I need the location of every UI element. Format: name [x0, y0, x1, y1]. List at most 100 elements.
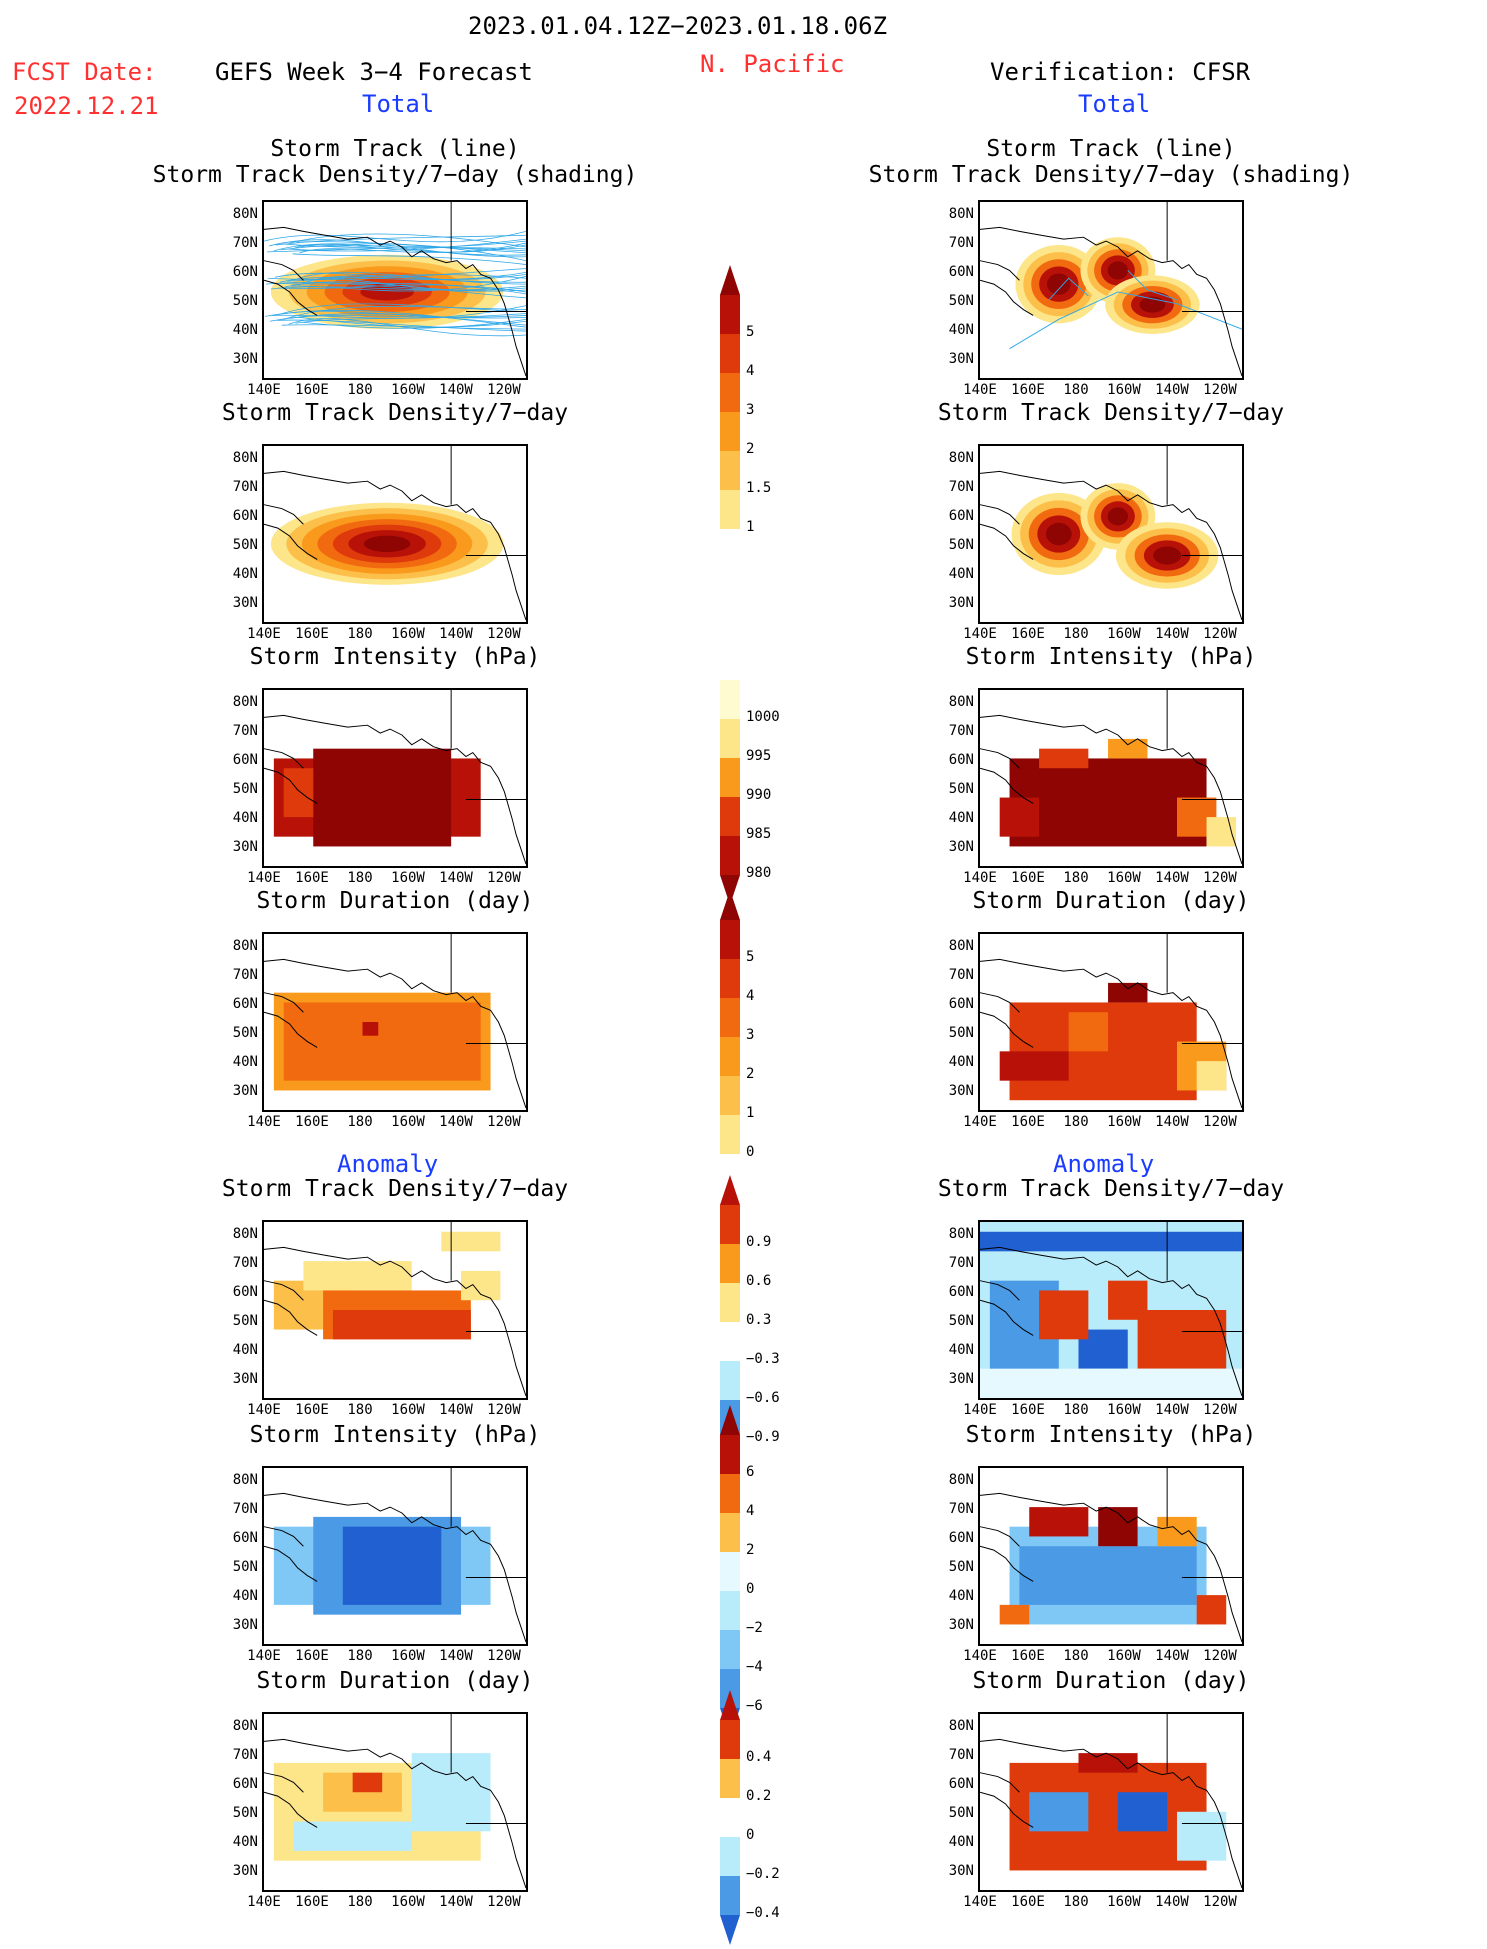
- map-plot: [980, 446, 1242, 621]
- map-plot: [264, 934, 526, 1109]
- storm-track-line: [273, 243, 526, 256]
- grid-cell: [1196, 1061, 1227, 1091]
- map-panel: [978, 1712, 1244, 1892]
- lon-tick-label: 140W: [439, 382, 473, 398]
- coastline: [264, 1526, 304, 1547]
- lat-tick-label: 60N: [948, 1530, 974, 1546]
- map-panel: [978, 688, 1244, 868]
- lon-tick-label: 140W: [439, 870, 473, 886]
- grid-cell: [1009, 758, 1207, 847]
- colorbar-label: 0: [746, 1581, 755, 1597]
- verification-title: Verification: CFSR: [990, 58, 1251, 86]
- lat-tick-label: 80N: [232, 1226, 258, 1242]
- lon-tick-label: 120W: [487, 1648, 521, 1664]
- lat-tick-label: 70N: [948, 1501, 974, 1517]
- storm-track-line: [288, 318, 526, 337]
- lon-tick-label: 160E: [295, 1894, 329, 1910]
- colorbar-arrow-top: [720, 650, 740, 680]
- colorbar-swatch: [720, 998, 740, 1037]
- colorbar-label: 0: [746, 1144, 755, 1160]
- lat-tick-label: 70N: [232, 967, 258, 983]
- panel-title: Storm Track Density/7−day (shading): [152, 162, 638, 188]
- lat-tick-label: 30N: [948, 1863, 974, 1879]
- coastline: [264, 1545, 318, 1582]
- colorbar-label: 4: [746, 988, 755, 1004]
- left-anomaly-label: Anomaly: [337, 1150, 439, 1178]
- lat-tick-label: 60N: [232, 1530, 258, 1546]
- grid-cell: [313, 748, 452, 847]
- lon-tick-label: 120W: [487, 626, 521, 642]
- colorbar-swatch: [720, 1435, 740, 1474]
- colorbar-swatch: [720, 334, 740, 373]
- coastline: [264, 523, 318, 560]
- lon-tick-label: 140E: [963, 1894, 997, 1910]
- lat-tick-label: 30N: [232, 595, 258, 611]
- lat-tick-label: 60N: [232, 996, 258, 1012]
- lon-tick-label: 160E: [1011, 626, 1045, 642]
- colorbar-swatch: [720, 680, 740, 719]
- storm-track-line: [281, 324, 526, 330]
- map-plot: [264, 1222, 526, 1397]
- storm-track-line: [278, 303, 526, 315]
- storm-track-line: [302, 318, 526, 329]
- map-panel: [262, 688, 528, 868]
- colorbar-label: 2: [746, 1542, 755, 1558]
- lon-tick-label: 140W: [1155, 870, 1189, 886]
- colorbar-label: 0.3: [746, 1312, 772, 1328]
- storm-track-line: [284, 281, 526, 299]
- lon-tick-label: 160W: [1107, 626, 1141, 642]
- lon-tick-label: 180: [347, 1114, 373, 1130]
- grid-cell: [1029, 1792, 1089, 1832]
- colorbar-swatch: [720, 1630, 740, 1669]
- storm-track-line: [298, 275, 526, 286]
- lon-tick-label: 120W: [1203, 1114, 1237, 1130]
- lon-tick-label: 160E: [1011, 1402, 1045, 1418]
- storm-track-line: [1127, 270, 1178, 301]
- map-panel: [978, 1466, 1244, 1646]
- lat-tick-label: 40N: [948, 1054, 974, 1070]
- colorbar-swatch: [720, 920, 740, 959]
- panel-title: Storm Track Density/7−day: [937, 1176, 1285, 1202]
- coastline: [264, 1772, 304, 1793]
- lon-tick-label: 180: [347, 1648, 373, 1664]
- colorbar-swatch: [720, 1361, 740, 1400]
- panel-title: Storm Intensity (hPa): [249, 1422, 541, 1448]
- colorbar-swatch: [720, 1876, 740, 1915]
- lat-tick-label: 80N: [948, 1226, 974, 1242]
- colorbar-swatch: [720, 719, 740, 758]
- lat-tick-label: 30N: [232, 1617, 258, 1633]
- colorbar-swatches: [720, 1690, 740, 1945]
- lat-tick-label: 30N: [232, 1863, 258, 1879]
- coastline: [264, 260, 304, 281]
- lon-tick-label: 180: [1063, 626, 1089, 642]
- lon-tick-label: 140W: [1155, 1894, 1189, 1910]
- map-panel: [262, 1712, 528, 1892]
- lon-tick-label: 120W: [487, 1114, 521, 1130]
- colorbar-swatch: [720, 797, 740, 836]
- lat-tick-label: 60N: [948, 752, 974, 768]
- lon-tick-label: 160W: [1107, 382, 1141, 398]
- lat-tick-label: 70N: [232, 1255, 258, 1271]
- lon-tick-label: 180: [347, 870, 373, 886]
- lon-tick-label: 160E: [295, 1114, 329, 1130]
- coastline: [264, 748, 304, 769]
- storm-track-line: [264, 230, 526, 243]
- colorbar-arrow-top: [720, 1405, 740, 1435]
- coastline: [980, 958, 1242, 1109]
- coastline: [980, 279, 1034, 316]
- coastline: [264, 1011, 318, 1048]
- lat-tick-label: 40N: [948, 1834, 974, 1850]
- lon-tick-label: 140E: [963, 1648, 997, 1664]
- colorbar-label: 6: [746, 1464, 755, 1480]
- lat-tick-label: 60N: [948, 996, 974, 1012]
- lat-tick-label: 50N: [948, 537, 974, 553]
- grid-cell: [1039, 1290, 1089, 1340]
- lon-tick-label: 140W: [1155, 626, 1189, 642]
- grid-cell: [460, 1270, 501, 1301]
- lat-tick-label: 80N: [232, 450, 258, 466]
- colorbar-label: 0.9: [746, 1234, 772, 1250]
- region-title: N. Pacific: [700, 50, 845, 78]
- coastline: [264, 279, 318, 316]
- lon-tick-label: 180: [1063, 1894, 1089, 1910]
- coastline: [264, 1791, 318, 1828]
